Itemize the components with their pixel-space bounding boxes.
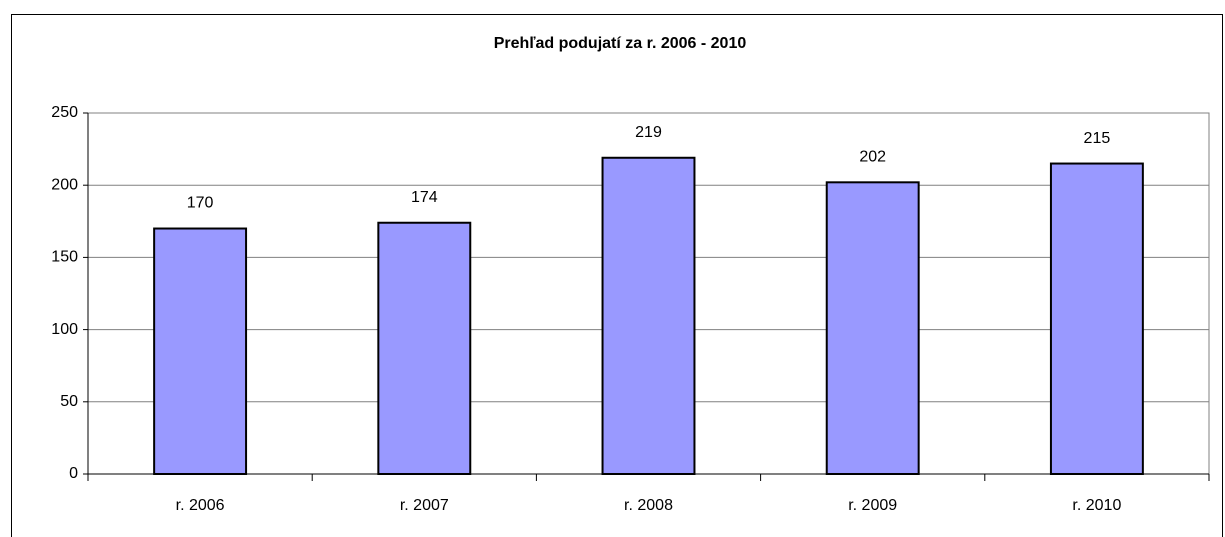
bar (825, 181, 920, 475)
y-tick-label: 250 (51, 104, 78, 121)
bar (377, 221, 472, 475)
x-tick-label: r. 2006 (176, 497, 225, 514)
x-tick-label: r. 2010 (1072, 497, 1121, 514)
data-label: 215 (1084, 130, 1111, 147)
data-label: 202 (859, 149, 886, 166)
chart-title: Prehľad podujatí za r. 2006 - 2010 (494, 35, 747, 52)
y-tick-label: 200 (51, 176, 78, 193)
x-tick-label: r. 2007 (400, 497, 449, 514)
bar (1049, 162, 1144, 475)
x-tick-label: r. 2009 (848, 497, 897, 514)
bar (153, 227, 248, 475)
data-label: 219 (635, 124, 662, 141)
y-tick-label: 0 (69, 465, 78, 482)
data-label: 174 (411, 189, 438, 206)
y-tick-label: 50 (60, 393, 78, 410)
y-tick-label: 150 (51, 249, 78, 266)
bar (601, 156, 696, 475)
x-tick-label: r. 2008 (624, 497, 673, 514)
data-label: 170 (187, 195, 214, 212)
y-tick-label: 100 (51, 321, 78, 338)
